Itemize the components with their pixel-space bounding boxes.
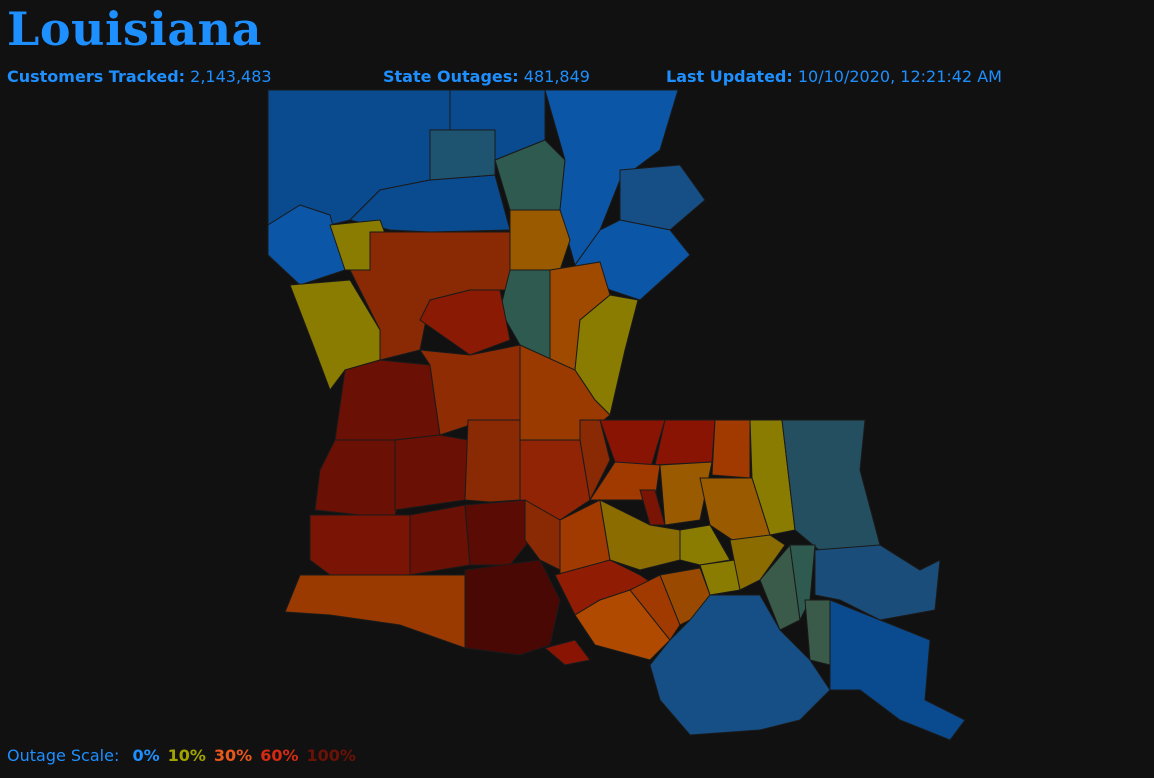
parish xyxy=(284,574,466,649)
stat: State Outages: 481,849 xyxy=(383,67,590,86)
outage-scale: Outage Scale: 0% 10% 30% 60% 100% xyxy=(7,746,356,765)
parish xyxy=(814,544,941,621)
parish xyxy=(464,559,561,656)
parish xyxy=(649,594,831,736)
stat: Last Updated: 10/10/2020, 12:21:42 AM xyxy=(666,67,1002,86)
parish xyxy=(711,419,751,479)
stat: Customers Tracked: 2,143,483 xyxy=(7,67,272,86)
parish xyxy=(829,599,966,741)
stat-label: Last Updated: xyxy=(666,67,793,86)
parish xyxy=(394,434,469,511)
parish xyxy=(464,419,521,503)
scale-step: 30% xyxy=(213,746,253,765)
scale-step: 0% xyxy=(132,746,160,765)
parish xyxy=(524,499,561,571)
parish xyxy=(579,419,611,502)
title: Louisiana xyxy=(7,2,262,56)
parish xyxy=(619,164,706,231)
parish xyxy=(429,129,496,181)
stat-value: 481,849 xyxy=(523,67,590,86)
parish xyxy=(419,289,511,356)
scale-step: 60% xyxy=(260,746,299,765)
parishes xyxy=(267,89,966,741)
parish xyxy=(464,499,531,566)
parish xyxy=(781,419,881,556)
parish xyxy=(639,489,666,526)
parish xyxy=(654,419,716,466)
parish xyxy=(659,461,713,526)
scale-step: 100% xyxy=(306,746,356,765)
scale-label: Outage Scale: xyxy=(7,746,120,765)
parish xyxy=(409,504,471,576)
parish xyxy=(334,359,441,441)
parish xyxy=(543,639,591,666)
stat-value: 2,143,483 xyxy=(190,67,272,86)
stat-value: 10/10/2020, 12:21:42 AM xyxy=(797,67,1002,86)
parish xyxy=(309,514,411,576)
parish xyxy=(519,439,591,521)
scale-step: 10% xyxy=(167,746,206,765)
parish xyxy=(729,534,786,591)
parish xyxy=(509,209,571,271)
stat-label: State Outages: xyxy=(383,67,519,86)
parish xyxy=(804,599,831,666)
stat-label: Customers Tracked: xyxy=(7,67,186,86)
